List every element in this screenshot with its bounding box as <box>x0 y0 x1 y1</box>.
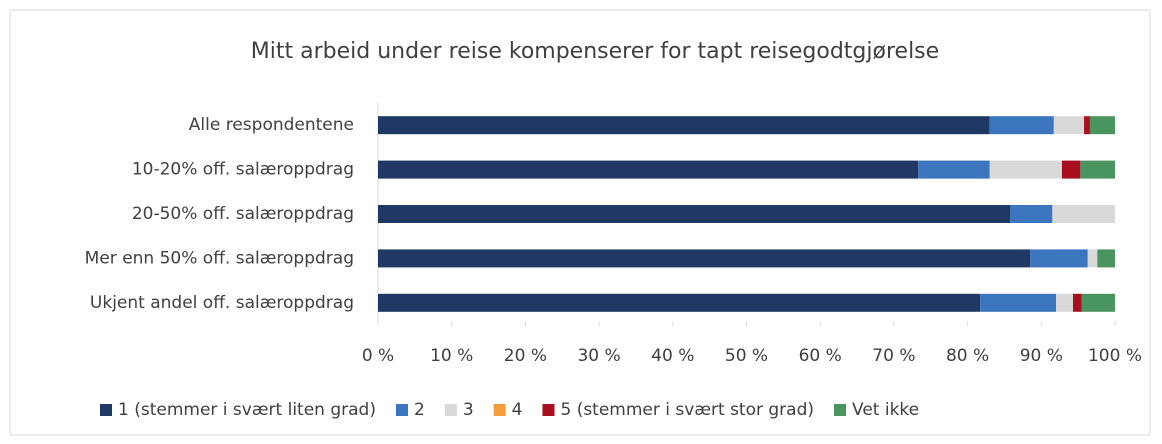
x-tick-label: 10 % <box>430 346 473 366</box>
x-tick-label: 0 % <box>362 346 394 366</box>
legend-label: 2 <box>414 400 425 420</box>
bar-segment <box>1087 249 1098 268</box>
x-tick-label: 50 % <box>725 346 768 366</box>
y-tick-label: 20-50% off. salæroppdrag <box>132 204 354 224</box>
bar-segment <box>1097 249 1115 268</box>
y-tick-label: Mer enn 50% off. salæroppdrag <box>85 248 354 268</box>
bar-segment <box>1072 293 1082 312</box>
legend-label: 5 (stemmer i svært stor grad) <box>560 400 814 420</box>
bar-segment <box>378 160 919 179</box>
x-tick-label: 90 % <box>1020 346 1063 366</box>
bar-segment <box>378 293 981 312</box>
x-tick-label: 100 % <box>1088 346 1142 366</box>
bar-segment <box>980 293 1057 312</box>
legend-label: 4 <box>512 400 523 420</box>
bar-segment <box>989 160 1062 179</box>
y-tick-label: Ukjent andel off. salæroppdrag <box>90 293 354 313</box>
bar-segment <box>1081 293 1115 312</box>
x-tick-label: 70 % <box>872 346 915 366</box>
legend-swatch <box>493 404 506 416</box>
bar-segment <box>378 116 990 135</box>
legend-swatch <box>834 404 847 416</box>
legend-swatch <box>100 404 112 416</box>
y-tick-label: Alle respondentene <box>189 115 354 135</box>
bar-segment <box>1089 116 1115 135</box>
legend-swatch <box>542 404 555 416</box>
bar-segment <box>989 116 1054 135</box>
x-tick-label: 40 % <box>651 346 694 366</box>
bar-segment <box>378 205 1011 223</box>
bar-segment <box>918 160 990 179</box>
bar-segment <box>1061 160 1081 179</box>
x-tick-label: 80 % <box>946 346 989 366</box>
bar-segment <box>1080 160 1115 179</box>
legend-label: Vet ikke <box>852 400 919 420</box>
legend-label: 3 <box>463 400 474 420</box>
legend-swatch <box>395 404 408 416</box>
bar-segment <box>1010 205 1053 223</box>
x-tick-label: 20 % <box>504 346 547 366</box>
bar-segment <box>1084 116 1090 135</box>
bar-segment <box>1030 249 1088 268</box>
bar-segment <box>1053 116 1085 135</box>
bar-segment <box>1056 293 1073 312</box>
bar-segment <box>378 249 1031 268</box>
y-tick-label: 10-20% off. salæroppdrag <box>132 160 354 180</box>
bar-segment <box>1052 205 1115 223</box>
legend-swatch <box>444 404 457 416</box>
x-tick-label: 60 % <box>799 346 842 366</box>
legend-label: 1 (stemmer i svært liten grad) <box>118 400 376 420</box>
chart-title: Mitt arbeid under reise kompenserer for … <box>251 39 939 64</box>
x-tick-label: 30 % <box>577 346 620 366</box>
